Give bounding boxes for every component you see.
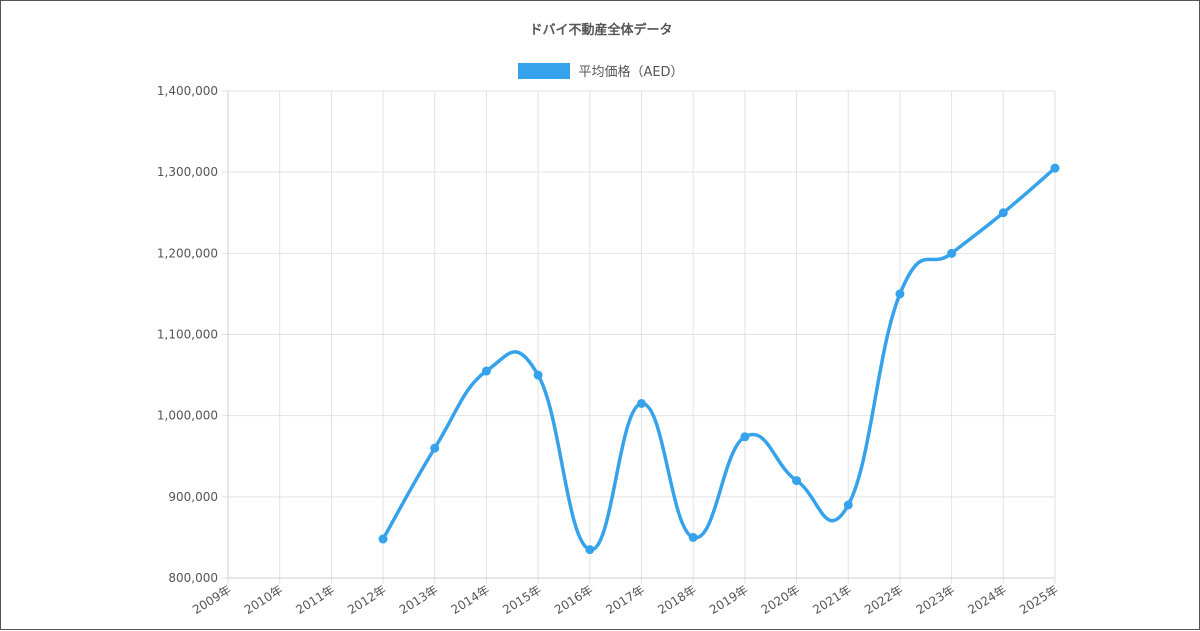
- x-tick-label: 2023年: [914, 583, 958, 617]
- data-point: [947, 248, 957, 258]
- x-tick-label: 2019年: [707, 583, 751, 617]
- x-tick-label: 2013年: [397, 583, 441, 617]
- y-tick-label: 1,000,000: [157, 409, 218, 423]
- x-tick-label: 2014年: [449, 583, 493, 617]
- y-tick-label: 900,000: [168, 490, 218, 504]
- legend[interactable]: 平均価格（AED）: [1, 61, 1200, 80]
- data-point: [481, 366, 491, 376]
- series-line: [381, 166, 1057, 552]
- x-tick-label: 2011年: [293, 583, 337, 617]
- data-point: [740, 432, 750, 442]
- x-tick-label: 2024年: [965, 583, 1009, 617]
- x-tick-label: 2018年: [655, 583, 699, 617]
- data-point: [792, 476, 802, 486]
- data-point: [998, 208, 1008, 218]
- x-tick-label: 2021年: [810, 583, 854, 617]
- x-tick-label: 2017年: [604, 583, 648, 617]
- x-tick-label: 2025年: [1017, 583, 1061, 617]
- y-tick-label: 800,000: [168, 571, 218, 585]
- y-tick-label: 1,300,000: [157, 165, 218, 179]
- chart-title: ドバイ不動産全体データ: [529, 23, 673, 38]
- x-tick-label: 2016年: [552, 583, 596, 617]
- data-point: [533, 370, 543, 380]
- data-point: [378, 534, 388, 544]
- y-tick-label: 1,400,000: [157, 84, 218, 98]
- data-point: [1050, 163, 1060, 173]
- data-point: [637, 398, 646, 408]
- x-tick-label: 2015年: [500, 583, 544, 617]
- data-point: [585, 545, 595, 555]
- x-tick-label: 2022年: [862, 583, 906, 617]
- legend-swatch: [518, 62, 571, 79]
- x-tick-label: 2020年: [759, 583, 803, 617]
- data-point: [430, 443, 440, 453]
- data-point: [895, 289, 905, 299]
- y-tick-label: 1,200,000: [157, 246, 218, 260]
- data-point: [688, 532, 698, 542]
- x-tick-label: 2010年: [242, 583, 286, 617]
- legend-label: 平均価格（AED）: [578, 65, 684, 80]
- x-tick-label: 2009年: [190, 583, 234, 617]
- y-tick-label: 1,100,000: [157, 328, 218, 342]
- data-point: [843, 500, 853, 510]
- x-tick-label: 2012年: [345, 583, 389, 617]
